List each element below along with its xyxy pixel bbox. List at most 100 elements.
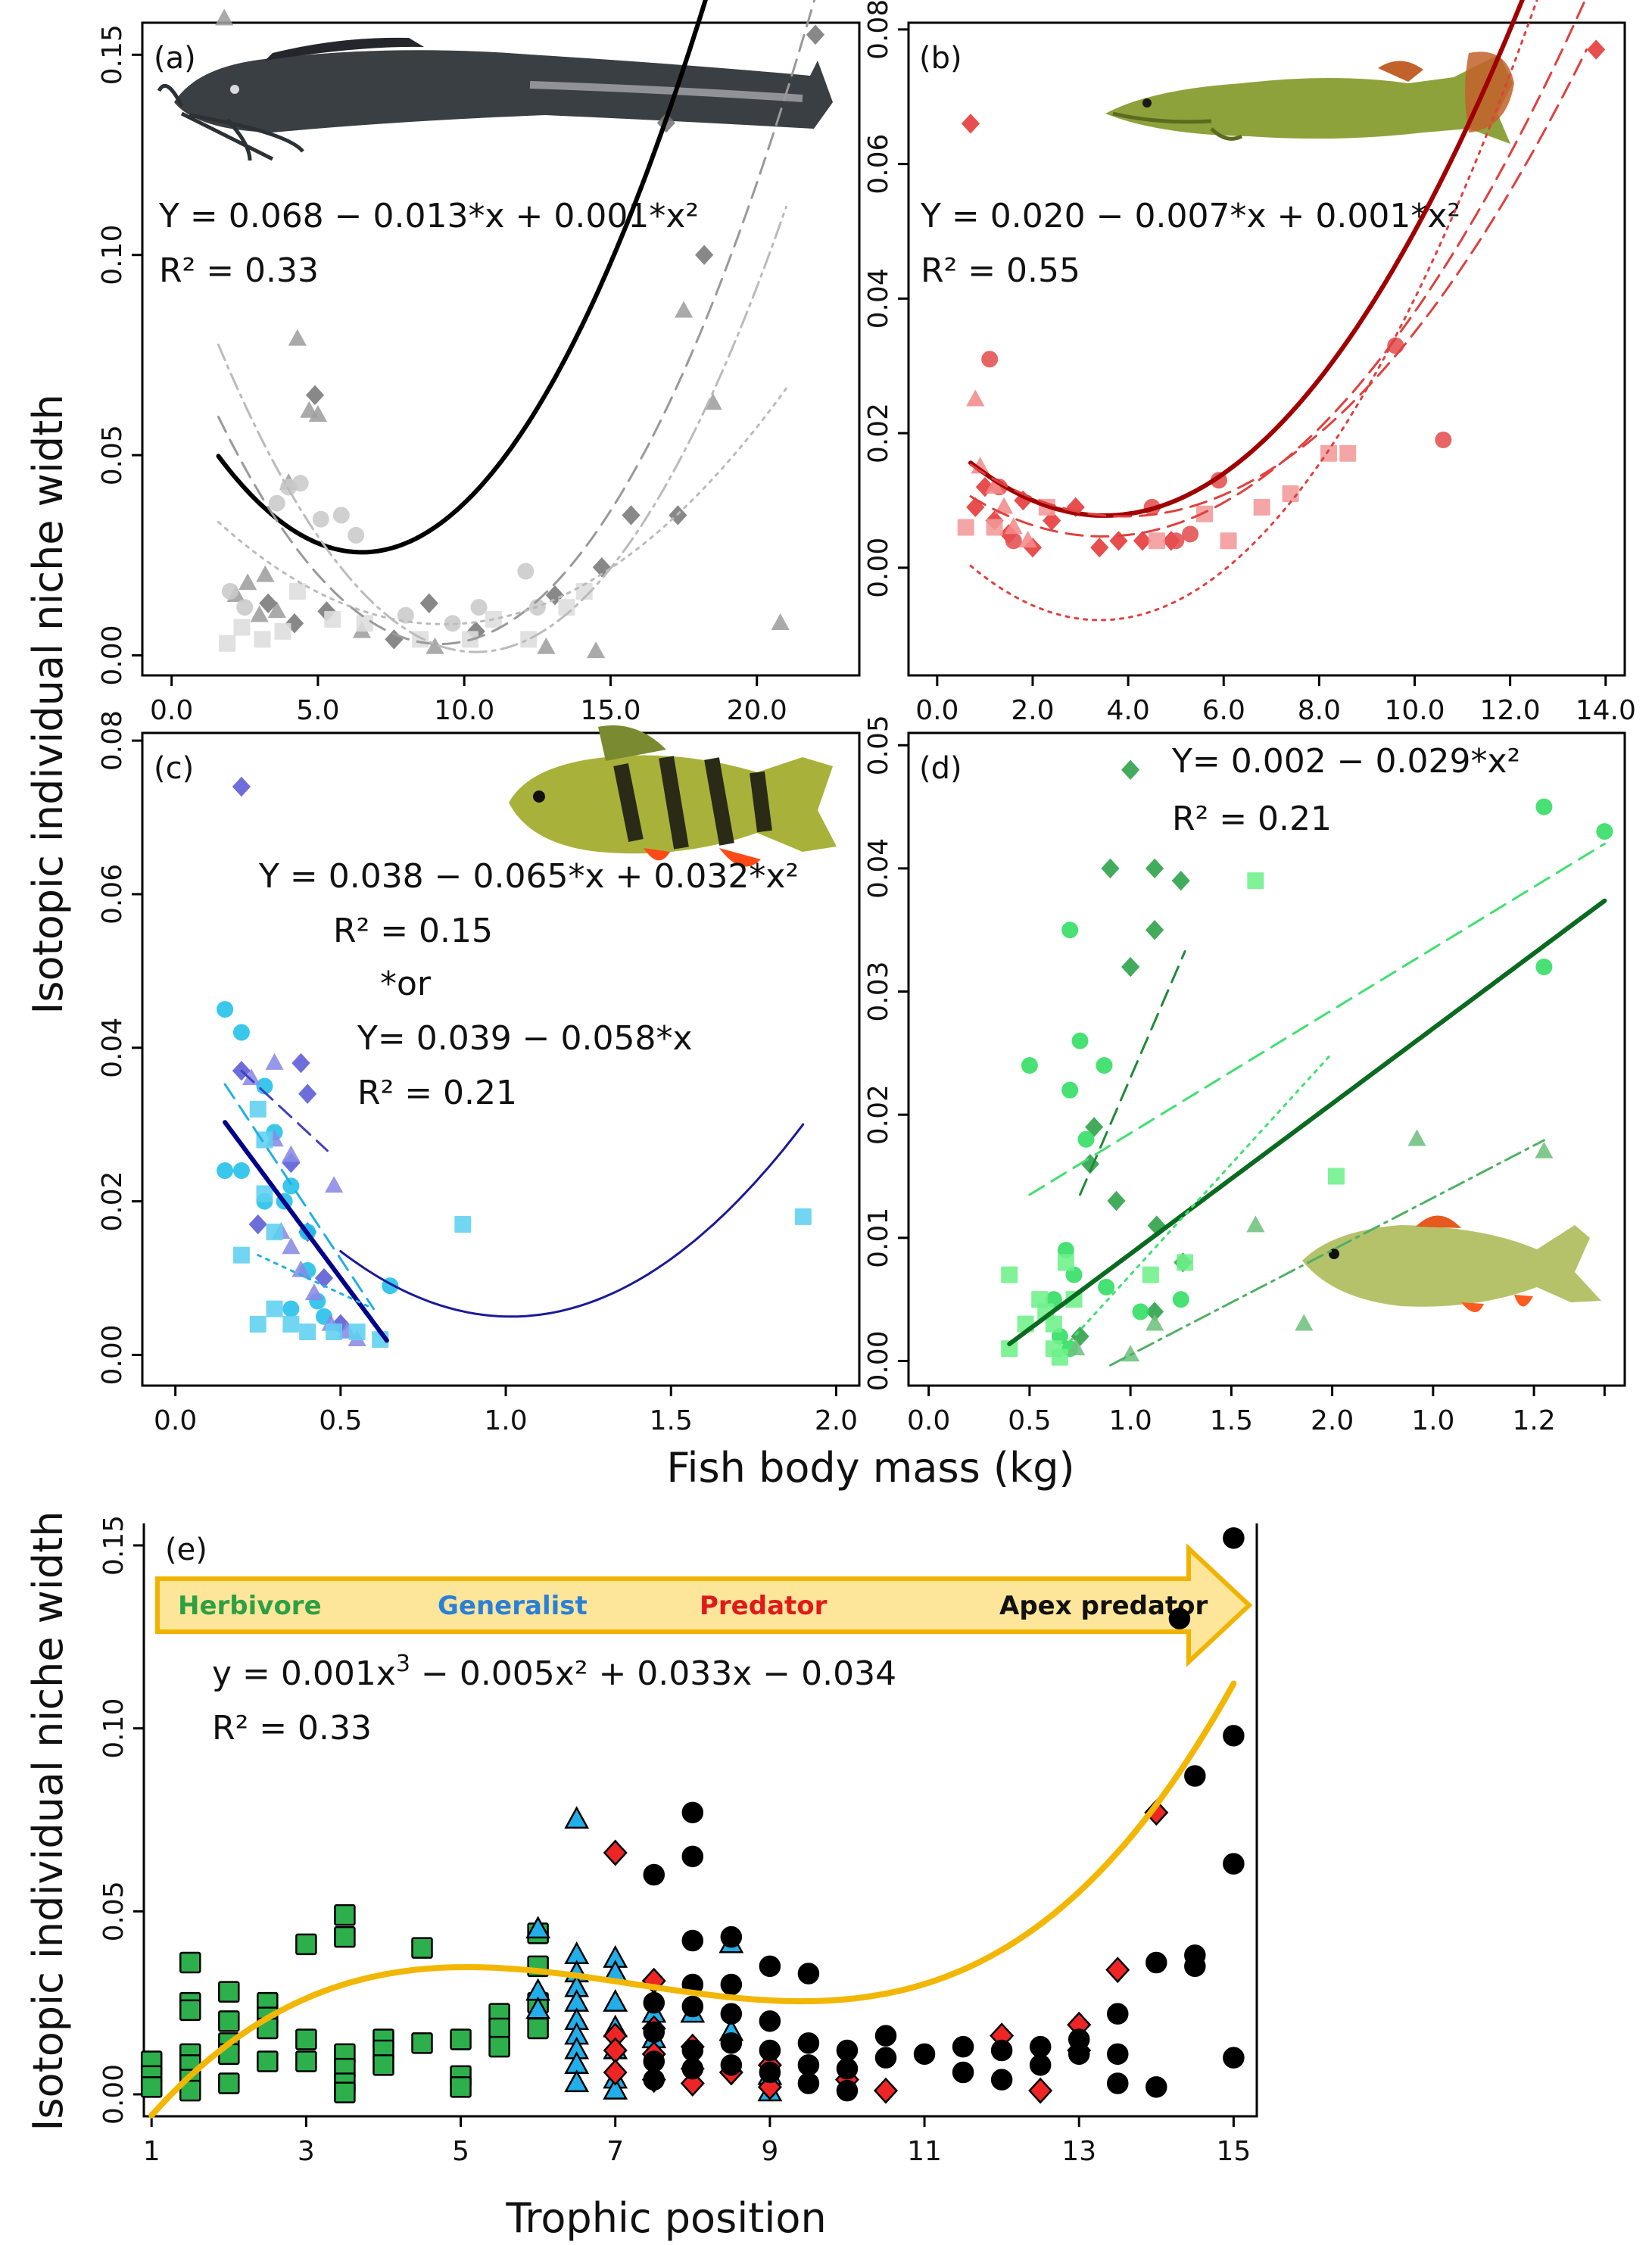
point-c-circles: [217, 1001, 234, 1018]
point-e-herbivore: [527, 2017, 549, 2040]
point-c-diamonds: [298, 1084, 317, 1104]
point-e-predator: [603, 2059, 628, 2086]
point-d-squares: [1177, 1254, 1194, 1271]
point-e-apex: [797, 1963, 820, 1985]
x-tick-label-e: 7: [606, 2136, 624, 2167]
point-b-diamonds: [1133, 531, 1152, 551]
pike-icon: [1105, 51, 1514, 144]
y-tick-label-e: 0.05: [98, 1881, 129, 1941]
x-tick-label-b: 10.0: [1384, 695, 1445, 726]
point-a-circles: [291, 475, 309, 492]
point-b-squares: [1339, 444, 1357, 462]
point-e-generalist: [564, 1806, 590, 1829]
y-tick-label-d: 0.02: [863, 1084, 894, 1145]
point-d-diamonds: [1171, 870, 1190, 891]
point-c-triangles: [291, 1260, 310, 1277]
y-tick-label-c: 0.08: [97, 710, 128, 771]
point-c-squares: [794, 1208, 812, 1225]
x-tick-label-e: 5: [452, 2136, 469, 2167]
point-a-squares: [324, 610, 341, 628]
point-e-apex: [759, 1955, 781, 1978]
fit-curve-b: [969, 0, 1538, 622]
point-e-herbivore: [218, 2072, 240, 2094]
fit-curve-c: [339, 1123, 805, 1318]
x-tick-label-b: 12.0: [1480, 695, 1541, 726]
point-e-predator: [1105, 1957, 1130, 1984]
point-e-apex: [952, 2035, 974, 2058]
point-a-diamonds: [622, 505, 641, 525]
fit-curve-a: [217, 387, 787, 625]
point-d-circles: [1096, 1057, 1113, 1074]
equation-e-exp: 3: [396, 1651, 410, 1677]
point-e-herbivore: [179, 1999, 201, 2022]
point-e-apex: [681, 1995, 704, 2018]
point-a-squares: [520, 631, 538, 648]
point-d-squares: [1001, 1266, 1018, 1283]
x-tick-label-e: 13: [1061, 2136, 1096, 2167]
point-d-diamonds: [1145, 1302, 1164, 1322]
equation-e: y = 0.001x3 − 0.005x² + 0.033x − 0.034: [212, 1651, 896, 1693]
point-d-squares: [1247, 872, 1264, 890]
plot-e: 1 3 5 7 9 11 13 150.000.050.100.15: [98, 1515, 1251, 2167]
y-tick-label-c: 0.06: [97, 864, 128, 925]
fit-curve-c: [257, 1254, 375, 1311]
point-e-apex: [643, 2050, 665, 2072]
point-b-diamonds: [1587, 39, 1606, 60]
point-e-apex: [681, 1929, 704, 1952]
point-e-apex: [759, 2039, 781, 2062]
point-e-apex: [952, 2061, 974, 2084]
point-a-triangles: [308, 405, 328, 422]
point-e-apex: [720, 2032, 743, 2054]
panel-b-label: (b): [919, 41, 962, 76]
y-tick-label-e: 0.15: [98, 1515, 129, 1576]
point-e-herbivore: [488, 2035, 510, 2058]
x-tick-label-d: 1.0: [1108, 1405, 1152, 1436]
x-tick-label-b: 4.0: [1106, 695, 1149, 726]
y-tick-label-d: 0.00: [863, 1330, 894, 1391]
point-d-diamonds: [1121, 956, 1140, 978]
x-tick-label-a: 20.0: [727, 695, 787, 726]
y-tick-label-a: 0.15: [97, 24, 128, 85]
point-e-apex: [1107, 2003, 1129, 2025]
point-e-herbivore: [334, 1925, 356, 1948]
x-tick-label-a: 5.0: [296, 695, 339, 726]
point-e-apex: [1223, 1725, 1245, 1747]
point-e-herbivore: [334, 2081, 356, 2103]
fit-curve-c: [223, 1083, 375, 1311]
point-a-diamonds: [259, 593, 278, 614]
point-d-squares: [1057, 1254, 1074, 1271]
x-tick-label-c: 2.0: [815, 1405, 858, 1436]
point-c-squares: [256, 1185, 273, 1202]
point-e-apex: [643, 2021, 665, 2044]
point-a-triangles: [238, 573, 257, 591]
point-e-apex: [836, 2039, 859, 2062]
point-e-apex: [1029, 2054, 1052, 2076]
point-e-apex: [1145, 1951, 1167, 1974]
point-a-diamonds: [285, 613, 304, 634]
point-c-squares: [266, 1224, 283, 1241]
x-tick-label-e: 11: [907, 2136, 942, 2167]
point-e-apex: [1184, 1955, 1206, 1978]
y-tick-label-c: 0.02: [97, 1171, 128, 1232]
point-c-circles: [232, 1024, 250, 1041]
point-b-squares: [1196, 505, 1214, 522]
x-tick-label-d: 1.2: [1512, 1405, 1555, 1436]
point-a-squares: [356, 615, 373, 632]
point-b-squares: [1320, 444, 1337, 462]
point-c-triangles: [282, 1237, 301, 1255]
point-e-apex: [1223, 1853, 1245, 1875]
point-c-squares: [454, 1216, 472, 1233]
point-e-apex: [643, 1991, 665, 2014]
point-e-herbivore: [488, 2017, 510, 2040]
point-d-diamonds: [1071, 1326, 1089, 1347]
point-e-apex: [681, 1845, 704, 1868]
y-tick-label-c: 0.04: [97, 1018, 128, 1078]
point-c-squares: [282, 1315, 300, 1333]
point-b-circles: [981, 351, 999, 368]
point-c-triangles: [265, 1052, 284, 1070]
point-d-diamonds: [1145, 858, 1164, 879]
point-d-diamonds: [1121, 759, 1140, 780]
point-d-diamonds: [1101, 858, 1120, 879]
point-a-triangles: [674, 301, 694, 318]
point-e-herbivore: [295, 2050, 317, 2072]
